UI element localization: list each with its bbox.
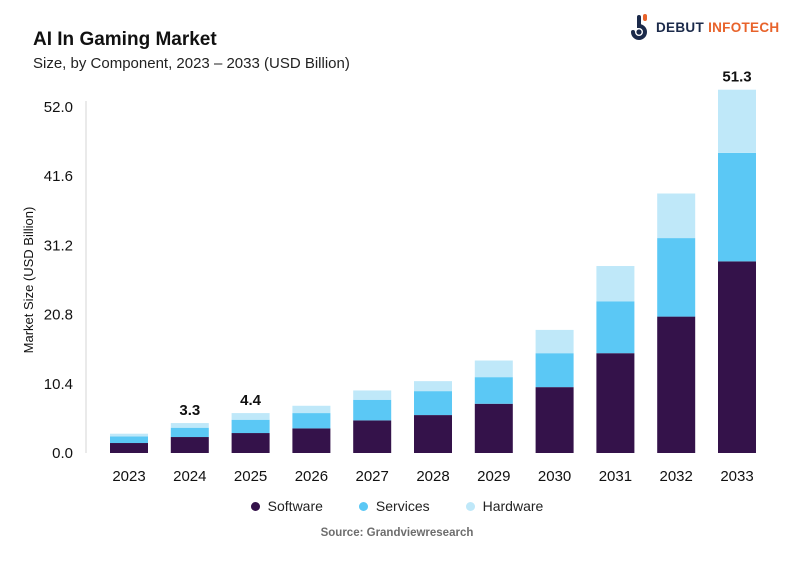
- y-tick-label: 20.8: [44, 307, 73, 324]
- data-label: 51.3: [722, 69, 751, 86]
- bar-hardware-2023: [110, 433, 148, 437]
- x-tick-label: 2031: [599, 468, 632, 485]
- legend-label-hardware: Hardware: [482, 498, 544, 514]
- logo-mark-icon: [631, 14, 647, 40]
- logo-word-infotech: INFOTECH: [708, 19, 780, 35]
- bar-software-2031: [596, 353, 635, 453]
- legend-item-software: Software: [250, 498, 323, 514]
- bar-software-2025: [231, 433, 270, 453]
- bar-software-2030: [535, 387, 574, 453]
- logo-word-debut: DEBUT: [656, 19, 704, 35]
- data-label: 3.3: [179, 402, 200, 419]
- x-tick-label: 2025: [234, 468, 267, 485]
- bar-software-2027: [353, 420, 392, 453]
- bar-services-2026: [292, 413, 331, 429]
- bar-hardware-2033: [718, 89, 756, 153]
- bar-software-2033: [718, 261, 756, 453]
- chart-subtitle: Size, by Component, 2023 – 2033 (USD Bil…: [33, 55, 350, 72]
- y-tick-label: 31.2: [44, 237, 73, 254]
- bar-services-2031: [596, 301, 635, 354]
- bar-services-2023: [110, 436, 148, 444]
- bar-hardware-2032: [657, 193, 696, 239]
- x-tick-label: 2024: [173, 468, 206, 485]
- y-tick-label: 52.0: [44, 99, 73, 116]
- y-tick-label: 41.6: [44, 168, 73, 185]
- y-tick-label: 10.4: [44, 376, 73, 393]
- bar-software-2024: [170, 437, 209, 453]
- bar-services-2027: [353, 399, 392, 421]
- x-tick-label: 2033: [720, 468, 753, 485]
- bar-hardware-2024: [170, 423, 209, 428]
- legend-item-services: Services: [358, 498, 430, 514]
- bar-software-2028: [414, 415, 452, 453]
- x-tick-label: 2028: [416, 468, 449, 485]
- y-tick-label: 0.0: [52, 445, 73, 462]
- bar-hardware-2025: [231, 413, 270, 420]
- bar-software-2029: [474, 403, 513, 453]
- chart-legend: Software Services Hardware: [0, 498, 794, 514]
- legend-swatch-hardware: [465, 501, 475, 511]
- x-tick-label: 2032: [660, 468, 693, 485]
- x-tick-label: 2030: [538, 468, 571, 485]
- legend-label-services: Services: [375, 498, 430, 514]
- legend-item-hardware: Hardware: [465, 498, 544, 514]
- bar-services-2033: [718, 152, 756, 262]
- bar-hardware-2027: [353, 390, 392, 400]
- x-tick-label: 2029: [477, 468, 510, 485]
- source-note: Source: Grandviewresearch: [320, 527, 474, 539]
- x-tick-label: 2023: [112, 468, 145, 485]
- legend-swatch-software: [250, 501, 260, 511]
- x-tick-label: 2027: [356, 468, 389, 485]
- bar-hardware-2029: [474, 360, 513, 378]
- debut-infotech-logo: DEBUT INFOTECH: [628, 13, 779, 41]
- bar-services-2024: [170, 427, 209, 438]
- legend-label-software: Software: [267, 498, 323, 514]
- chart-title: AI In Gaming Market: [33, 29, 217, 50]
- bar-services-2030: [535, 353, 574, 388]
- bar-hardware-2028: [414, 381, 452, 392]
- bar-hardware-2030: [535, 329, 574, 354]
- bar-services-2025: [231, 419, 270, 434]
- legend-swatch-services: [358, 501, 368, 511]
- y-axis-label: Market Size (USD Billion): [21, 207, 36, 354]
- logo-wordmark: DEBUT INFOTECH: [656, 20, 779, 35]
- bar-services-2028: [414, 391, 452, 416]
- data-label: 4.4: [240, 392, 262, 409]
- x-tick-label: 2026: [295, 468, 328, 485]
- bar-software-2032: [657, 316, 696, 453]
- bar-hardware-2031: [596, 266, 635, 302]
- bar-hardware-2026: [292, 405, 331, 414]
- bar-services-2032: [657, 238, 696, 317]
- bar-software-2023: [110, 443, 148, 453]
- bar-software-2026: [292, 428, 331, 453]
- bar-services-2029: [474, 377, 513, 404]
